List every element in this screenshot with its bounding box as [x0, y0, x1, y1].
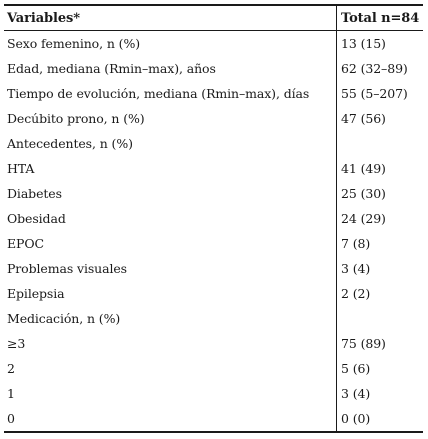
table-row: 0 0 (0)	[4, 406, 423, 431]
row-total: 47 (56)	[341, 111, 386, 126]
row-variable: Edad, mediana (Rmin–max), años	[7, 61, 216, 76]
table-row: Antecedentes, n (%)	[4, 131, 423, 156]
column-divider	[336, 156, 337, 181]
column-divider	[336, 131, 337, 156]
row-variable: 2	[7, 361, 15, 376]
row-total: 3 (4)	[341, 261, 371, 276]
row-total: 75 (89)	[341, 336, 386, 351]
row-total: 2 (2)	[341, 286, 371, 301]
row-variable: Medicación, n (%)	[7, 311, 121, 326]
row-variable: Tiempo de evolución, mediana (Rmin–max),…	[7, 86, 310, 101]
column-divider	[336, 256, 337, 281]
table-header-row: Variables* Total n=84	[4, 6, 423, 30]
table-body: Sexo femenino, n (%) 13 (15) Edad, mediana…	[4, 31, 423, 431]
row-total: 13 (15)	[341, 36, 386, 51]
table-top-rule	[4, 4, 423, 6]
row-variable: Decúbito prono, n (%)	[7, 111, 145, 126]
table-row: Epilepsia 2 (2)	[4, 281, 423, 306]
column-divider	[336, 231, 337, 256]
table-row: HTA 41 (49)	[4, 156, 423, 181]
row-variable: 1	[7, 386, 15, 401]
header-total: Total n=84	[341, 10, 420, 26]
row-total: 24 (29)	[341, 211, 386, 226]
row-total: 5 (6)	[341, 361, 371, 376]
table-row: Sexo femenino, n (%) 13 (15)	[4, 31, 423, 56]
row-variable: ≥3	[7, 336, 26, 351]
row-variable: Obesidad	[7, 211, 66, 226]
table-row: Tiempo de evolución, mediana (Rmin–max),…	[4, 81, 423, 106]
row-variable: Sexo femenino, n (%)	[7, 36, 141, 51]
row-total: 62 (32–89)	[341, 61, 408, 76]
table-row: Edad, mediana (Rmin–max), años 62 (32–89)	[4, 56, 423, 81]
column-divider	[336, 106, 337, 131]
column-divider	[336, 381, 337, 406]
column-divider	[336, 31, 337, 56]
row-variable: Diabetes	[7, 186, 62, 201]
table-row: 2 5 (6)	[4, 356, 423, 381]
column-divider	[336, 306, 337, 331]
row-variable: HTA	[7, 161, 35, 176]
table-header-rule	[4, 30, 423, 31]
column-divider	[336, 206, 337, 231]
table-row: Problemas visuales 3 (4)	[4, 256, 423, 281]
column-divider	[336, 406, 337, 431]
column-divider	[336, 356, 337, 381]
table-row: Obesidad 24 (29)	[4, 206, 423, 231]
table-row: ≥3 75 (89)	[4, 331, 423, 356]
table-row: Medicación, n (%)	[4, 306, 423, 331]
header-variables: Variables*	[7, 10, 80, 26]
column-divider	[336, 81, 337, 106]
column-divider	[336, 331, 337, 356]
column-divider	[336, 6, 337, 30]
column-divider	[336, 181, 337, 206]
column-divider	[336, 56, 337, 81]
row-total: 0 (0)	[341, 411, 371, 426]
row-variable: EPOC	[7, 236, 44, 251]
row-variable: Epilepsia	[7, 286, 65, 301]
table-bottom-rule	[4, 431, 423, 433]
table-row: Diabetes 25 (30)	[4, 181, 423, 206]
table-row: EPOC 7 (8)	[4, 231, 423, 256]
row-variable: Problemas visuales	[7, 261, 127, 276]
row-total: 3 (4)	[341, 386, 371, 401]
row-total: 55 (5–207)	[341, 86, 408, 101]
row-variable: 0	[7, 411, 15, 426]
column-divider	[336, 281, 337, 306]
row-total: 7 (8)	[341, 236, 371, 251]
row-variable: Antecedentes, n (%)	[7, 136, 133, 151]
table-row: 1 3 (4)	[4, 381, 423, 406]
table-row: Decúbito prono, n (%) 47 (56)	[4, 106, 423, 131]
data-table: Variables* Total n=84 Sexo femenino, n (…	[4, 4, 423, 433]
row-total: 41 (49)	[341, 161, 386, 176]
row-total: 25 (30)	[341, 186, 386, 201]
